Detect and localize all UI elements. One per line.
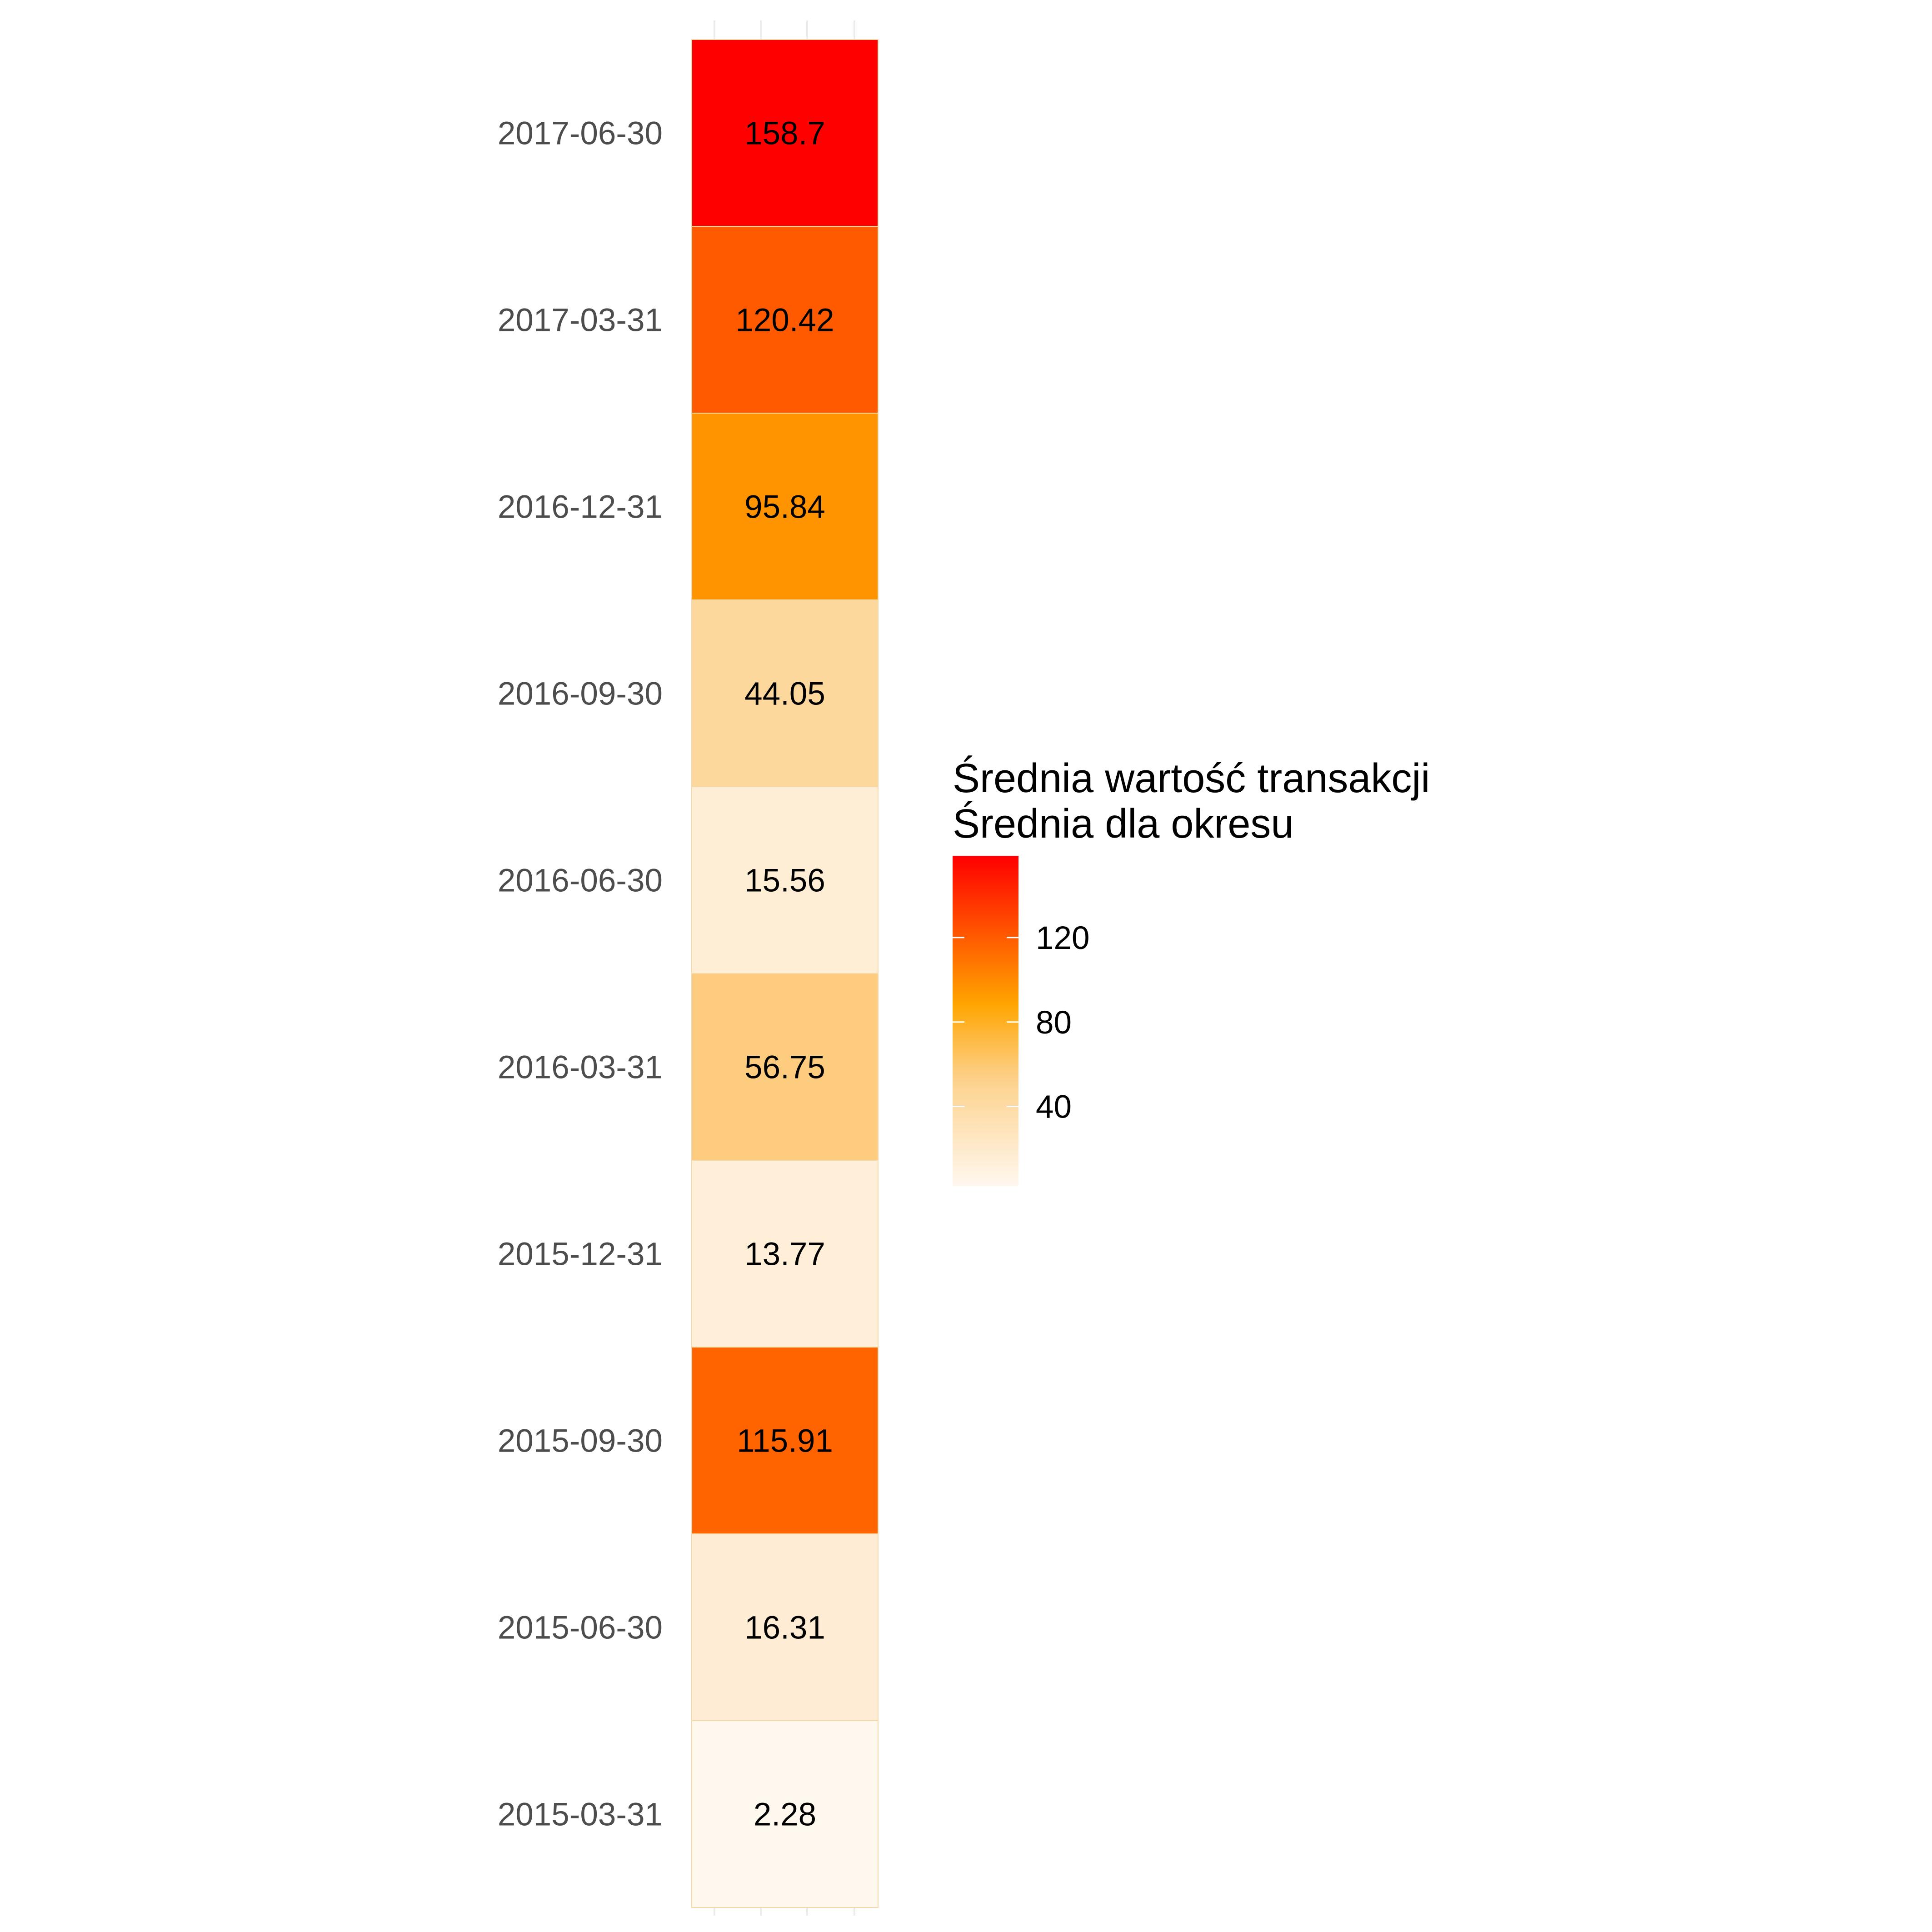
y-tick-label: 2015-06-30: [498, 1610, 663, 1646]
legend-tick-label: 80: [1036, 1005, 1072, 1041]
cell-value-label: 95.84: [744, 489, 825, 525]
y-axis-labels: 2017-06-30 2017-03-31 2016-12-31 2016-09-30…: [498, 116, 663, 1833]
heatmap-cells: 158.7 120.42 95.84 44.05 15.56 56.75 13.77 115.…: [691, 39, 879, 1908]
legend-ticks: 120 80 40: [953, 920, 1089, 1125]
y-tick-label: 2016-09-30: [498, 676, 663, 712]
legend-color-bar: [953, 856, 1018, 1186]
cell-value-label: 44.05: [744, 676, 825, 712]
heatmap-cell: [691, 413, 879, 600]
cell-value-label: 120.42: [735, 303, 834, 339]
heatmap-cell: [691, 599, 879, 787]
legend-tick-label: 120: [1036, 920, 1089, 956]
cell-value-label: 2.28: [754, 1797, 816, 1833]
cell-value-label: 13.77: [744, 1237, 825, 1273]
heatmap-cell: [691, 1720, 879, 1908]
y-tick-label: 2015-12-31: [498, 1237, 663, 1273]
y-tick-label: 2016-03-31: [498, 1050, 663, 1086]
y-tick-label: 2016-12-31: [498, 489, 663, 525]
heatmap-cell: [691, 1160, 879, 1348]
heatmap-cell: [691, 786, 879, 974]
cell-value-label: 115.91: [737, 1423, 833, 1459]
y-tick-label: 2015-09-30: [498, 1423, 663, 1459]
cell-value-label: 158.7: [744, 116, 825, 152]
heatmap-cell: [691, 39, 879, 227]
y-tick-label: 2017-06-30: [498, 116, 663, 152]
legend-title-line-2: Średnia dla okresu: [953, 800, 1293, 847]
cell-value-label: 56.75: [744, 1050, 825, 1086]
heatmap-cell: [691, 1533, 879, 1721]
heatmap-cell: [691, 973, 879, 1161]
heatmap-cell: [691, 1347, 879, 1534]
color-legend: Średnia wartość transakcji Średnia dla o…: [953, 755, 1430, 1186]
cell-value-label: 16.31: [744, 1610, 825, 1646]
y-tick-label: 2016-06-30: [498, 863, 663, 899]
legend-tick-label: 40: [1036, 1089, 1072, 1125]
legend-title-line-1: Średnia wartość transakcji: [953, 755, 1430, 801]
y-tick-label: 2015-03-31: [498, 1797, 663, 1833]
cell-value-label: 15.56: [744, 863, 825, 899]
y-tick-label: 2017-03-31: [498, 303, 663, 339]
